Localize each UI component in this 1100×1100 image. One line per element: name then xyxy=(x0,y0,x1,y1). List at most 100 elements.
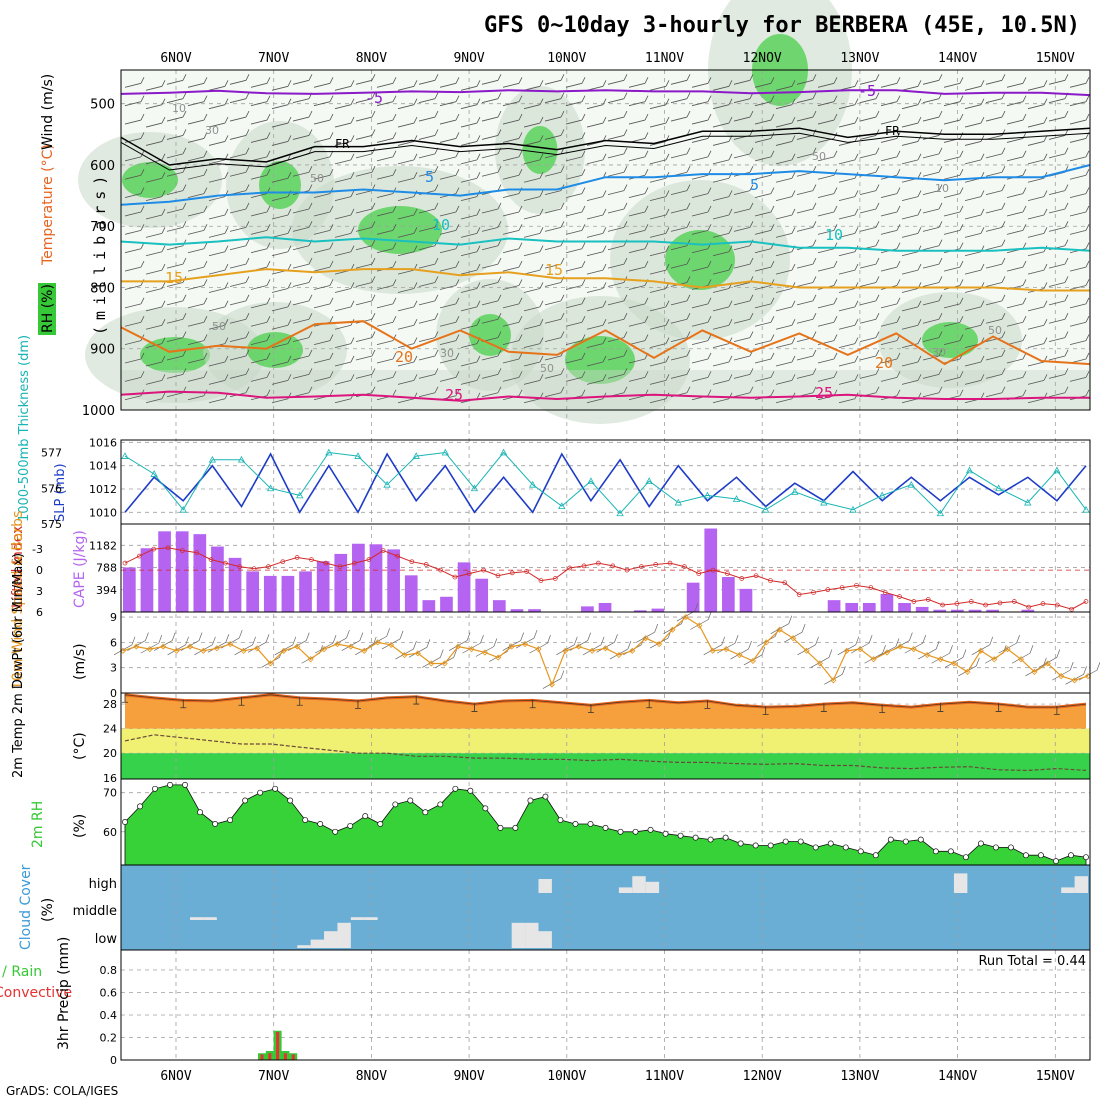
contour-label: 15 xyxy=(165,269,183,287)
cape-bar xyxy=(862,602,876,612)
wind-barb xyxy=(901,263,922,275)
rh2m-marker xyxy=(332,828,339,835)
rh2m-marker xyxy=(692,834,699,841)
lifted-index-marker xyxy=(208,557,214,562)
pressure-tick: 1000 xyxy=(82,404,115,419)
wind10m-speed-marker xyxy=(763,639,770,646)
lifted-index-marker xyxy=(438,567,443,573)
lifted-index-marker xyxy=(682,564,687,569)
cape-bar xyxy=(422,600,436,612)
wind-barb xyxy=(817,260,838,272)
wind-barb xyxy=(271,300,292,312)
wind-barb xyxy=(145,98,166,110)
wind-barb xyxy=(376,352,397,364)
thickness-marker xyxy=(499,448,508,456)
day-label-top: 6NOV xyxy=(160,51,191,66)
cloud-bar-middle xyxy=(364,917,378,920)
rh2m-marker xyxy=(737,840,744,847)
rh2m-marker xyxy=(182,781,189,788)
day-label-bottom: 12NOV xyxy=(743,1069,782,1084)
day-label-bottom: 11NOV xyxy=(645,1069,684,1084)
day-label-bottom: 10NOV xyxy=(547,1069,586,1084)
contour-label: 10 xyxy=(825,226,843,244)
rh-shade-dark xyxy=(565,336,635,384)
wind-barb xyxy=(229,257,250,269)
thickness-marker xyxy=(1024,498,1032,506)
wind-barb xyxy=(229,239,250,251)
wind10m-barb xyxy=(502,632,525,651)
wind-barb xyxy=(901,355,922,367)
wind-barb xyxy=(628,334,649,346)
temp2m-minmax-bar xyxy=(238,696,245,706)
wind-barb xyxy=(670,202,691,214)
wind-barb xyxy=(418,313,439,324)
rh-contour-label: 30 xyxy=(440,347,454,360)
rh-contour-label: 50 xyxy=(310,172,324,185)
wind-barb xyxy=(796,110,817,122)
wind-barb xyxy=(502,132,523,143)
wind-barb xyxy=(523,355,544,367)
rh2m-marker xyxy=(857,848,864,855)
wind-barb xyxy=(607,129,628,140)
wind-barb xyxy=(901,153,922,165)
wind-barb xyxy=(187,224,208,235)
wind-barb xyxy=(523,245,544,257)
wind-barb xyxy=(145,263,166,275)
lifted-index-marker xyxy=(567,565,572,571)
wind-barb xyxy=(166,74,187,85)
wind10m-speed-marker xyxy=(468,646,475,653)
wind-barb xyxy=(418,257,439,269)
day-label-bottom: 8NOV xyxy=(356,1069,387,1084)
wind-barb xyxy=(712,208,733,220)
wind-barb xyxy=(271,172,292,183)
wind10m-ticks: 9 6 3 0 xyxy=(110,611,117,700)
wind-barb xyxy=(943,187,964,198)
lifted-index-marker xyxy=(294,555,300,560)
wind-barb xyxy=(775,98,796,110)
wind-barb xyxy=(460,227,481,238)
wind-barb xyxy=(649,245,670,257)
wind-barb xyxy=(313,77,334,88)
wind-barb xyxy=(922,221,943,232)
wind10m-speed-marker xyxy=(294,643,301,650)
wind-barb xyxy=(355,147,376,159)
wind10m-speed-marker xyxy=(374,639,381,646)
wind-barb xyxy=(565,150,586,162)
wind-barb xyxy=(859,349,880,361)
wind10m-speed-marker xyxy=(642,635,649,642)
wind-barb xyxy=(418,92,439,104)
wind-barb xyxy=(607,349,628,361)
lifted-index-marker xyxy=(897,594,902,599)
wind10m-barb xyxy=(797,636,819,656)
wind10m-barb xyxy=(207,634,230,653)
lifted-index-marker xyxy=(667,560,673,566)
wind10m-barb xyxy=(341,632,364,651)
thickness-marker xyxy=(1082,505,1090,513)
rh2m-marker xyxy=(1053,858,1059,865)
pressure-axis-label: (millibars) xyxy=(91,170,109,335)
cape-bar xyxy=(951,609,964,612)
wind10m-speed-marker xyxy=(656,640,663,648)
wind-barb xyxy=(565,113,586,125)
lifted-index-marker xyxy=(323,560,329,566)
wind-barb xyxy=(1027,263,1048,275)
lifted-index-marker xyxy=(280,559,286,565)
wind-barb xyxy=(649,208,670,220)
rh2m-marker xyxy=(452,785,459,792)
rh2m-marker xyxy=(317,821,324,827)
cloud-level-labels: high middle low xyxy=(73,877,118,947)
wind-barb xyxy=(964,374,985,385)
wind-barb xyxy=(670,147,691,159)
wind10m-barb xyxy=(944,649,967,668)
wind-barb xyxy=(649,80,670,91)
wind-barb xyxy=(1006,371,1027,382)
lifted-index-marker xyxy=(854,583,859,588)
wind10m-speed-marker xyxy=(1017,656,1025,663)
wind-barb xyxy=(397,116,418,128)
wind-barb xyxy=(985,313,1006,324)
wind10m-speed-marker xyxy=(937,656,944,663)
wind-barb xyxy=(208,355,229,367)
wind-barb xyxy=(187,169,208,180)
wind-barb xyxy=(817,150,838,162)
cloud-background xyxy=(121,865,1090,950)
